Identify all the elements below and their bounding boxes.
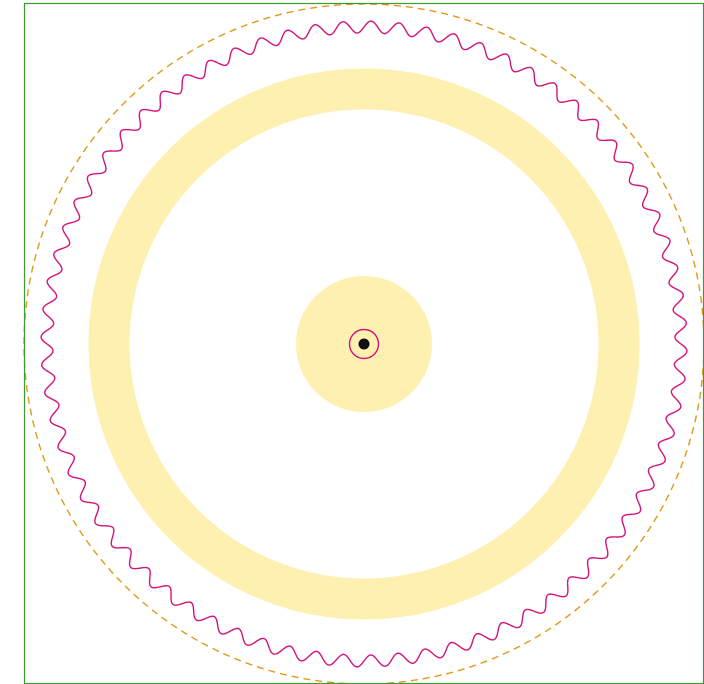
center-dot (358, 338, 370, 350)
small-center-circle (348, 328, 380, 360)
outer-ring (88, 68, 640, 620)
wavy-circle (40, 20, 688, 668)
